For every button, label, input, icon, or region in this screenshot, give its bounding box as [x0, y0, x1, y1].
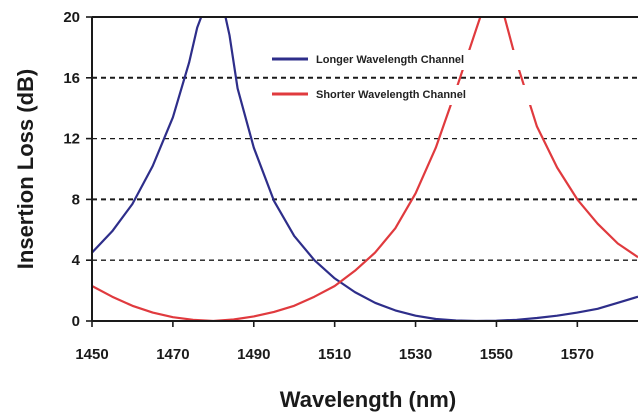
y-tick-label: 4 — [72, 252, 81, 269]
tick-labels: 0 4 8 12 16 20 1450 1470 1490 1510 1530 1550 1570 — [63, 9, 594, 363]
x-axis-title: Wavelength (nm) — [280, 387, 456, 412]
series-lines — [92, 17, 638, 321]
series-line-2 — [503, 17, 638, 259]
x-tick-label: 1550 — [480, 346, 513, 363]
axes — [86, 16, 638, 327]
legend-label-1: Longer Wavelength Channel — [316, 54, 464, 66]
y-tick-label: 8 — [72, 191, 80, 208]
legend-bg — [268, 85, 548, 105]
y-tick-label: 0 — [72, 313, 80, 330]
y-tick-label: 20 — [63, 9, 80, 26]
y-tick-label: 16 — [63, 70, 80, 87]
series-line-2 — [92, 17, 482, 321]
gridlines — [92, 76, 638, 261]
legend-label-2: Shorter Wavelength Channel — [316, 89, 466, 101]
x-tick-label: 1470 — [156, 346, 189, 363]
y-axis-title: Insertion Loss (dB) — [13, 69, 38, 269]
x-tick-label: 1570 — [561, 346, 594, 363]
legend-bg — [268, 50, 548, 70]
y-tick-label: 12 — [63, 131, 80, 148]
x-tick-label: 1510 — [318, 346, 351, 363]
x-tick-label: 1450 — [75, 346, 108, 363]
x-tick-label: 1490 — [237, 346, 270, 363]
series-line-1 — [224, 17, 638, 321]
x-tick-label: 1530 — [399, 346, 432, 363]
series-line-1 — [92, 17, 203, 254]
legend: Longer Wavelength Channel Shorter Wavelen… — [268, 50, 548, 105]
